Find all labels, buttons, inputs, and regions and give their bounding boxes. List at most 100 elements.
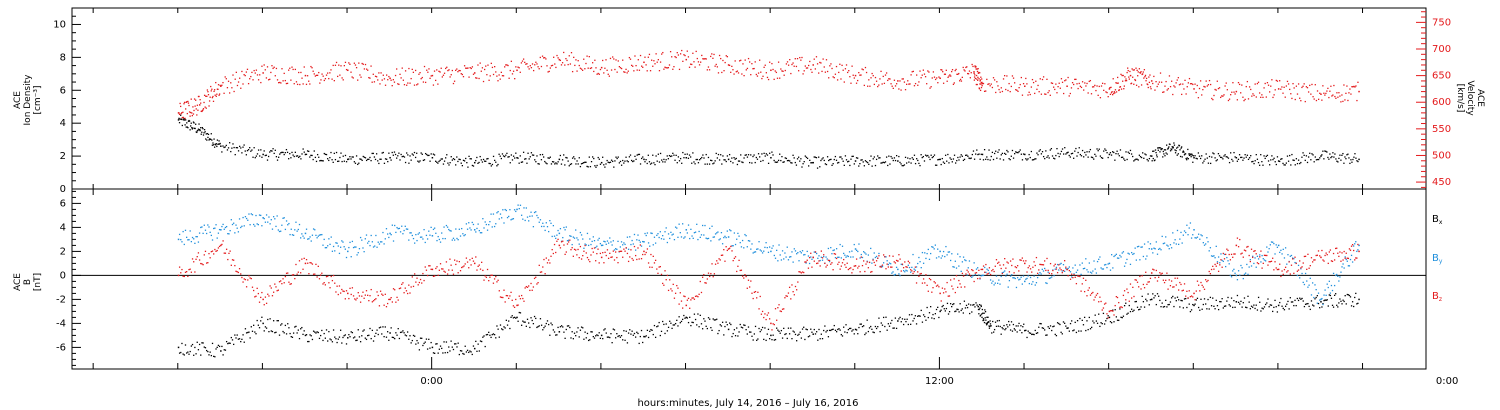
density-point bbox=[986, 156, 988, 158]
bz-point bbox=[676, 284, 678, 287]
density-point bbox=[1247, 158, 1250, 161]
velocity-point bbox=[616, 71, 618, 73]
density-point bbox=[194, 127, 196, 130]
density-point bbox=[885, 156, 888, 158]
density-point bbox=[432, 153, 435, 155]
bz-point bbox=[647, 262, 650, 264]
density-point bbox=[715, 152, 717, 155]
velocity-point bbox=[290, 79, 292, 81]
by-point bbox=[954, 260, 956, 262]
by-point bbox=[434, 227, 436, 229]
by-point bbox=[406, 228, 409, 230]
velocity-point bbox=[235, 71, 237, 74]
by-point bbox=[898, 273, 900, 275]
bz-point bbox=[201, 263, 203, 265]
density-point bbox=[394, 153, 397, 156]
bx-point bbox=[512, 317, 515, 319]
velocity-point bbox=[450, 74, 452, 76]
by-point bbox=[1348, 265, 1351, 267]
velocity-point bbox=[338, 64, 340, 66]
velocity-point bbox=[834, 73, 837, 75]
velocity-point bbox=[906, 83, 908, 85]
velocity-point bbox=[1035, 80, 1037, 82]
by-point bbox=[582, 238, 584, 240]
density-point bbox=[1171, 146, 1173, 148]
by-point bbox=[496, 212, 498, 214]
bx-point bbox=[805, 328, 807, 330]
bx-point bbox=[1268, 306, 1270, 308]
bz-point bbox=[533, 277, 536, 280]
by-point bbox=[1154, 248, 1156, 250]
density-point bbox=[762, 159, 764, 162]
bx-point bbox=[1015, 325, 1017, 327]
bx-point bbox=[1169, 301, 1172, 303]
density-point bbox=[521, 161, 524, 163]
bx-point bbox=[1289, 297, 1291, 299]
velocity-point bbox=[968, 70, 971, 72]
density-point bbox=[1103, 150, 1105, 152]
bx-point bbox=[990, 325, 992, 327]
velocity-point bbox=[1270, 85, 1272, 87]
density-point bbox=[476, 156, 478, 159]
by-point bbox=[265, 214, 268, 216]
velocity-point bbox=[936, 77, 938, 79]
bz-point bbox=[382, 294, 384, 296]
by-point bbox=[275, 225, 277, 228]
bz-point bbox=[516, 304, 518, 307]
by-point bbox=[890, 263, 892, 265]
density-point bbox=[1310, 159, 1312, 161]
bx-point bbox=[452, 348, 455, 351]
bz-point bbox=[204, 250, 207, 253]
by-point bbox=[662, 234, 664, 237]
velocity-point bbox=[723, 70, 725, 72]
bx-point bbox=[767, 328, 770, 331]
velocity-point bbox=[1143, 69, 1146, 71]
by-point bbox=[908, 266, 911, 269]
density-point bbox=[210, 138, 212, 141]
by-point bbox=[349, 241, 351, 244]
density-point bbox=[593, 157, 595, 160]
by-point bbox=[309, 236, 311, 238]
bz-point bbox=[492, 282, 495, 284]
bx-point bbox=[952, 303, 954, 306]
bz-point bbox=[456, 260, 458, 262]
bx-point bbox=[1134, 301, 1136, 303]
by-point bbox=[852, 256, 854, 258]
velocity-point bbox=[824, 71, 827, 73]
density-point bbox=[515, 152, 517, 154]
by-point bbox=[287, 224, 289, 226]
by-point bbox=[579, 231, 582, 234]
bx-point bbox=[1019, 329, 1021, 331]
bx-point bbox=[1326, 299, 1328, 301]
by-point bbox=[1098, 258, 1100, 260]
bx-point bbox=[1328, 294, 1330, 296]
bx-point bbox=[670, 322, 672, 324]
by-point bbox=[861, 256, 864, 259]
density-point bbox=[623, 162, 625, 164]
velocity-point bbox=[455, 69, 457, 72]
velocity-point bbox=[630, 64, 633, 67]
by-point bbox=[1317, 292, 1320, 294]
velocity-point bbox=[1348, 92, 1350, 94]
velocity-point bbox=[561, 62, 564, 64]
bz-point bbox=[315, 263, 317, 266]
bz-point bbox=[296, 273, 298, 275]
density-point bbox=[1144, 153, 1146, 155]
bz-point bbox=[640, 258, 643, 260]
density-point bbox=[509, 162, 511, 164]
density-point bbox=[624, 160, 626, 162]
velocity-point bbox=[186, 112, 188, 115]
bx-point bbox=[696, 324, 698, 326]
velocity-point bbox=[427, 71, 429, 73]
by-point bbox=[913, 268, 915, 270]
bz-point bbox=[223, 252, 225, 254]
bx-point bbox=[200, 354, 202, 356]
bx-point bbox=[1264, 303, 1267, 306]
velocity-point bbox=[1108, 88, 1111, 90]
bx-point bbox=[213, 355, 215, 358]
bx-point bbox=[930, 306, 932, 308]
density-point bbox=[960, 154, 962, 156]
velocity-point bbox=[1110, 86, 1112, 89]
velocity-point bbox=[1297, 83, 1300, 85]
velocity-point bbox=[681, 49, 683, 52]
